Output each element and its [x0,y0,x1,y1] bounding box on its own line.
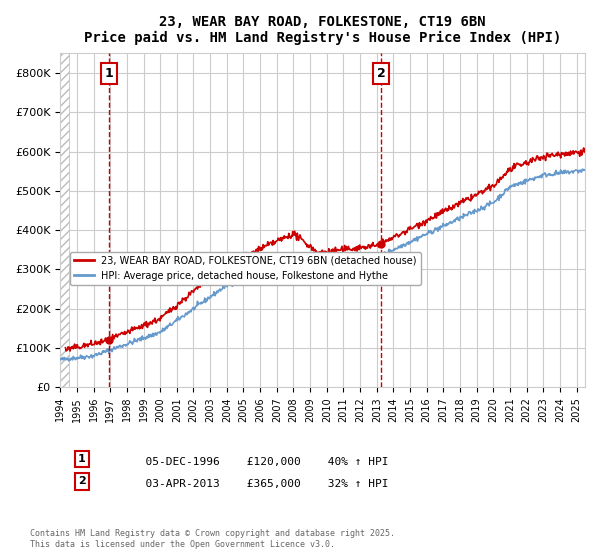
Text: Contains HM Land Registry data © Crown copyright and database right 2025.
This d: Contains HM Land Registry data © Crown c… [30,529,395,549]
Text: 03-APR-2013    £365,000    32% ↑ HPI: 03-APR-2013 £365,000 32% ↑ HPI [132,479,389,489]
Text: 1: 1 [78,454,86,464]
Text: 05-DEC-1996    £120,000    40% ↑ HPI: 05-DEC-1996 £120,000 40% ↑ HPI [132,457,389,467]
Text: 2: 2 [78,477,86,487]
Title: 23, WEAR BAY ROAD, FOLKESTONE, CT19 6BN
Price paid vs. HM Land Registry's House : 23, WEAR BAY ROAD, FOLKESTONE, CT19 6BN … [84,15,561,45]
Legend: 23, WEAR BAY ROAD, FOLKESTONE, CT19 6BN (detached house), HPI: Average price, de: 23, WEAR BAY ROAD, FOLKESTONE, CT19 6BN … [70,252,421,284]
Polygon shape [60,54,68,387]
Text: 1: 1 [104,67,113,80]
Text: 2: 2 [377,67,385,80]
